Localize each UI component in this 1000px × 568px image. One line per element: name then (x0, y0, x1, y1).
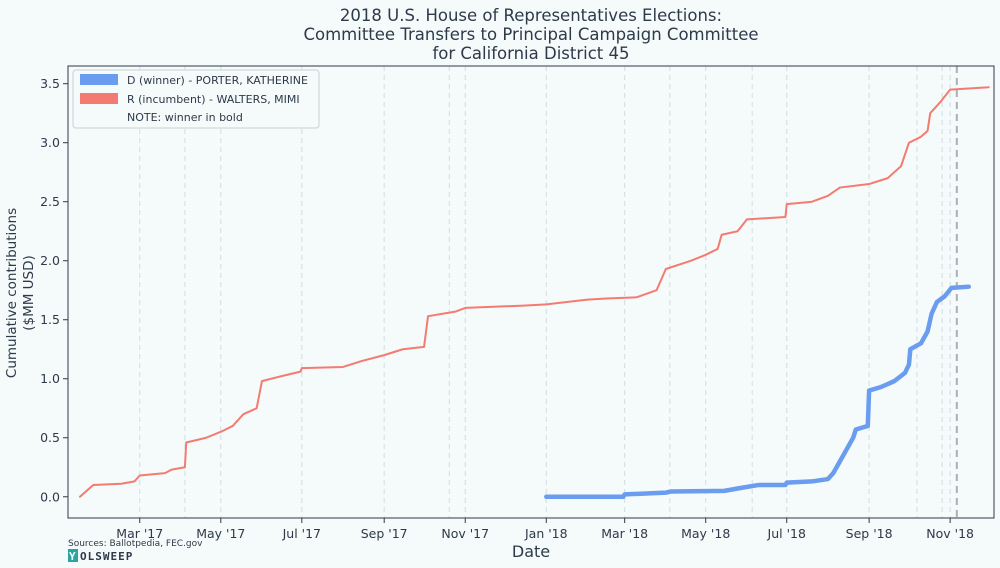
x-tick-label: Mar '17 (116, 526, 163, 541)
logo-initial: Y (69, 550, 77, 563)
y-tick-label: 3.5 (40, 76, 60, 91)
x-tick-label: May '18 (681, 526, 730, 541)
x-axis-ticks: Mar '17 May '17 Jul '17 Sep '17 Nov '17 Jan '… (116, 518, 974, 541)
y-tick-label: 0.0 (40, 489, 60, 504)
x-tick-label: Nov '17 (441, 526, 489, 541)
logo: Y OLSWEEP (68, 549, 133, 563)
y-axis-label: Cumulative contributions ($MM USD) (4, 208, 37, 378)
x-axis-label: Date (512, 542, 550, 561)
y-axis-label-line-2: ($MM USD) (21, 255, 37, 331)
y-tick-label: 1.5 (40, 312, 60, 327)
series-line-porter (544, 284, 972, 500)
grid (139, 66, 958, 518)
legend-swatch-d (80, 74, 118, 85)
legend-label-r: R (incumbent) - WALTERS, MIMI (127, 93, 300, 106)
y-tick-label: 1.0 (40, 371, 60, 386)
y-tick-label: 3.0 (40, 135, 60, 150)
legend: D (winner) - PORTER, KATHERINE R (incumb… (72, 69, 320, 129)
y-tick-label: 0.5 (40, 430, 60, 445)
plot-frame (67, 65, 995, 519)
y-tick-label: 2.5 (40, 194, 60, 209)
x-tick-label: Mar '18 (601, 526, 648, 541)
y-axis-label-line-1: Cumulative contributions (4, 208, 20, 378)
plot-area (78, 86, 990, 500)
y-axis-ticks: 0.0 0.5 1.0 1.5 2.0 2.5 3.0 3.5 (40, 76, 68, 504)
x-tick-label: Nov '18 (926, 526, 974, 541)
x-tick-label: Jul '17 (282, 526, 321, 541)
legend-box (72, 69, 320, 129)
legend-note: NOTE: winner in bold (127, 111, 243, 124)
chart-title: 2018 U.S. House of Representatives Elect… (303, 6, 758, 63)
title-line-2: Committee Transfers to Principal Campaig… (303, 25, 758, 44)
x-tick-label: Jul '18 (767, 526, 806, 541)
title-line-3: for California District 45 (432, 44, 629, 63)
legend-label-d: D (winner) - PORTER, KATHERINE (127, 74, 308, 87)
x-tick-label: Sep '18 (846, 526, 893, 541)
logo-mark (68, 549, 78, 562)
x-tick-label: Jan '18 (524, 526, 568, 541)
legend-swatch-r (80, 93, 118, 104)
y-tick-label: 2.0 (40, 253, 60, 268)
series-line-walters (78, 86, 990, 498)
x-tick-label: Sep '17 (361, 526, 408, 541)
x-tick-label: May '17 (196, 526, 245, 541)
logo-text: OLSWEEP (80, 550, 133, 563)
sources-text: Sources: Ballotpedia, FEC.gov (68, 539, 203, 549)
title-line-1: 2018 U.S. House of Representatives Elect… (340, 6, 722, 25)
